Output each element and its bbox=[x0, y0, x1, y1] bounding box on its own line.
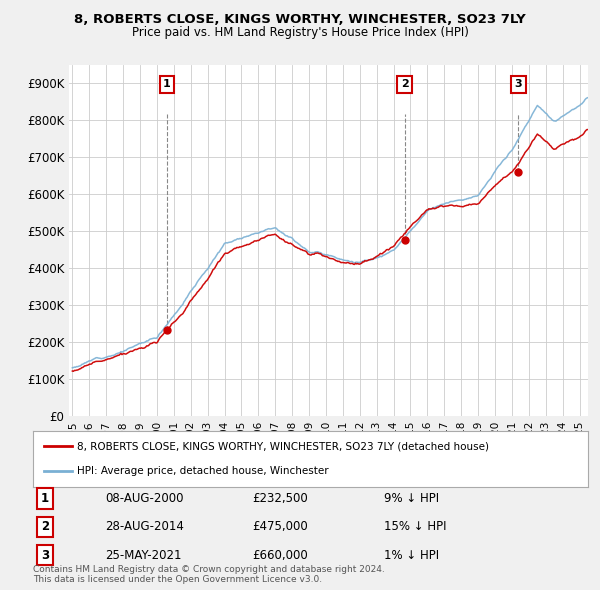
Text: 2: 2 bbox=[401, 79, 409, 89]
Text: 15% ↓ HPI: 15% ↓ HPI bbox=[384, 520, 446, 533]
Text: Price paid vs. HM Land Registry's House Price Index (HPI): Price paid vs. HM Land Registry's House … bbox=[131, 26, 469, 39]
Text: 25-MAY-2021: 25-MAY-2021 bbox=[105, 549, 182, 562]
Text: £232,500: £232,500 bbox=[252, 492, 308, 505]
Text: 3: 3 bbox=[41, 549, 49, 562]
Text: £660,000: £660,000 bbox=[252, 549, 308, 562]
Text: £475,000: £475,000 bbox=[252, 520, 308, 533]
Text: HPI: Average price, detached house, Winchester: HPI: Average price, detached house, Winc… bbox=[77, 466, 329, 476]
Text: 1: 1 bbox=[41, 492, 49, 505]
Text: 8, ROBERTS CLOSE, KINGS WORTHY, WINCHESTER, SO23 7LY: 8, ROBERTS CLOSE, KINGS WORTHY, WINCHEST… bbox=[74, 13, 526, 26]
Text: 2: 2 bbox=[41, 520, 49, 533]
Text: 08-AUG-2000: 08-AUG-2000 bbox=[105, 492, 184, 505]
Text: 8, ROBERTS CLOSE, KINGS WORTHY, WINCHESTER, SO23 7LY (detached house): 8, ROBERTS CLOSE, KINGS WORTHY, WINCHEST… bbox=[77, 441, 490, 451]
Text: 28-AUG-2014: 28-AUG-2014 bbox=[105, 520, 184, 533]
Text: 1% ↓ HPI: 1% ↓ HPI bbox=[384, 549, 439, 562]
Text: 1: 1 bbox=[163, 79, 171, 89]
Text: 9% ↓ HPI: 9% ↓ HPI bbox=[384, 492, 439, 505]
Text: 3: 3 bbox=[515, 79, 522, 89]
Text: Contains HM Land Registry data © Crown copyright and database right 2024.
This d: Contains HM Land Registry data © Crown c… bbox=[33, 565, 385, 584]
